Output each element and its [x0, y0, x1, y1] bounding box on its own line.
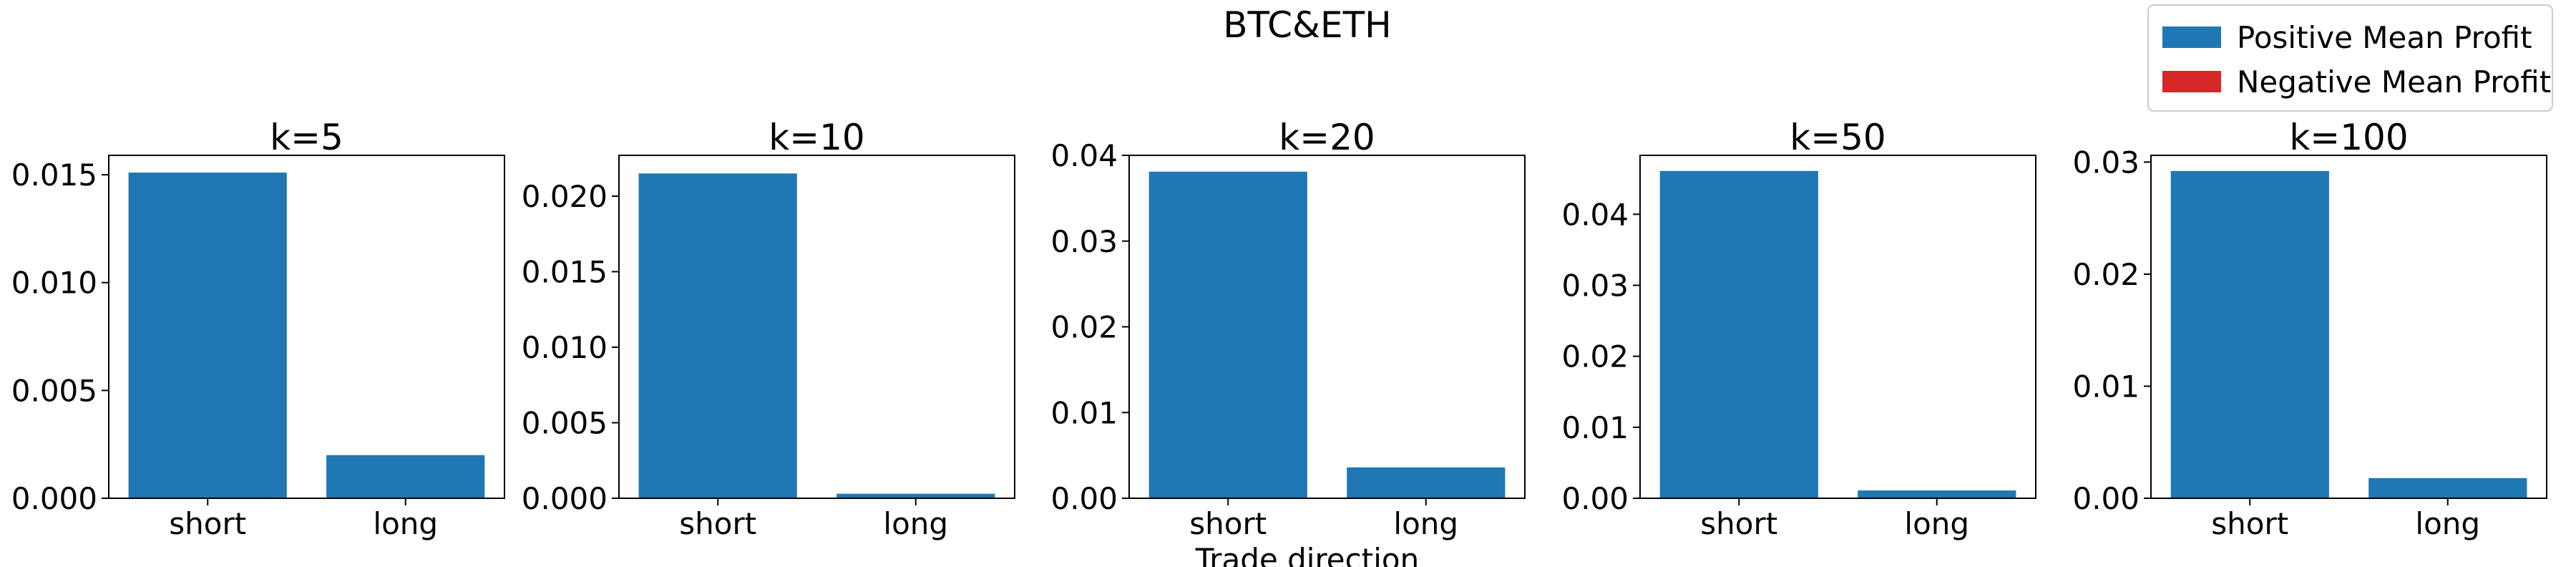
axes-frame	[108, 155, 505, 499]
y-tick-label: 0.02	[1050, 310, 1118, 345]
y-tick-label: 0.010	[522, 330, 608, 365]
legend-swatch	[2162, 26, 2221, 48]
bar-short	[1659, 170, 1818, 499]
x-tick-label: short	[679, 506, 756, 541]
y-tick-label: 0.02	[1561, 339, 1629, 374]
axes-frame	[1639, 155, 2036, 499]
y-tick-label: 0.015	[11, 158, 97, 193]
y-tick-label: 0.00	[1050, 481, 1118, 516]
x-axis-label: Trade direction	[1195, 542, 1419, 567]
subplot-title: k=5	[270, 117, 343, 158]
subplot-title: k=20	[1279, 117, 1375, 158]
subplot-4: short long 0.00 0.01 0.02 0.03 0.04 k=50	[1561, 117, 2036, 541]
bar-long	[1858, 490, 2016, 498]
bar-long	[836, 493, 995, 498]
y-tick-label: 0.01	[1050, 395, 1118, 430]
legend-frame	[2147, 4, 2553, 112]
y-tick-label: 0.04	[1561, 197, 1629, 232]
y-tick-label: 0.03	[1561, 268, 1629, 303]
legend-label: Negative Mean Profit	[2237, 64, 2551, 100]
y-tick-label: 0.00	[1561, 481, 1629, 516]
subplots: short long 0.000 0.005 0.010 0.015 k=5 short lon…	[11, 117, 2547, 541]
y-tick-label: 0.020	[522, 179, 608, 214]
y-tick-label: 0.005	[11, 373, 97, 408]
x-tick-label: short	[2211, 506, 2288, 541]
legend-label: Positive Mean Profit	[2237, 20, 2532, 55]
x-tick-label: long	[1393, 506, 1458, 541]
subplot-title: k=10	[769, 117, 864, 158]
x-tick-label: short	[1700, 506, 1777, 541]
bar-long	[326, 455, 485, 498]
x-tick-label: short	[1189, 506, 1267, 541]
subplot-title: k=50	[1790, 117, 1885, 158]
y-tick-label: 0.03	[2072, 145, 2140, 180]
x-tick-label: short	[169, 506, 246, 541]
legend-swatch	[2162, 71, 2221, 92]
y-tick-label: 0.01	[2072, 369, 2140, 404]
y-tick-label: 0.010	[11, 266, 97, 301]
x-tick-label: long	[373, 506, 438, 541]
bar-short	[638, 173, 797, 499]
y-tick-label: 0.02	[2072, 257, 2140, 292]
figure-title: BTC&ETH	[1223, 4, 1392, 46]
subplot-3: short long 0.00 0.01 0.02 0.03 0.04 k=20	[1050, 117, 1526, 541]
y-tick-label: 0.000	[11, 481, 97, 516]
bar-long	[2368, 478, 2527, 498]
x-tick-label: long	[883, 506, 948, 541]
y-tick-label: 0.04	[1050, 138, 1118, 173]
subplot-2: short long 0.000 0.005 0.010 0.015 0.020 k=10	[522, 117, 1015, 541]
y-tick-label: 0.01	[1561, 410, 1629, 445]
bar-long	[1347, 467, 1506, 498]
y-tick-label: 0.000	[522, 481, 608, 516]
x-tick-label: long	[2415, 506, 2480, 541]
axes-frame	[1128, 155, 1526, 499]
x-tick-label: long	[1904, 506, 1969, 541]
bar-short	[2170, 170, 2329, 498]
subplot-title: k=100	[2289, 117, 2408, 158]
y-tick-label: 0.005	[522, 405, 608, 440]
axes-frame	[618, 155, 1015, 499]
subplot-5: short long 0.00 0.01 0.02 0.03 k=100	[2072, 117, 2547, 541]
y-tick-label: 0.015	[522, 254, 608, 289]
legend: Positive Mean Profit Negative Mean Profit	[2147, 4, 2553, 112]
subplot-1: short long 0.000 0.005 0.010 0.015 k=5	[11, 117, 505, 541]
bar-short	[128, 173, 287, 498]
bar-short	[1148, 171, 1307, 499]
y-tick-label: 0.00	[2072, 481, 2140, 516]
axes-frame	[2150, 155, 2547, 499]
y-tick-label: 0.03	[1050, 224, 1118, 259]
